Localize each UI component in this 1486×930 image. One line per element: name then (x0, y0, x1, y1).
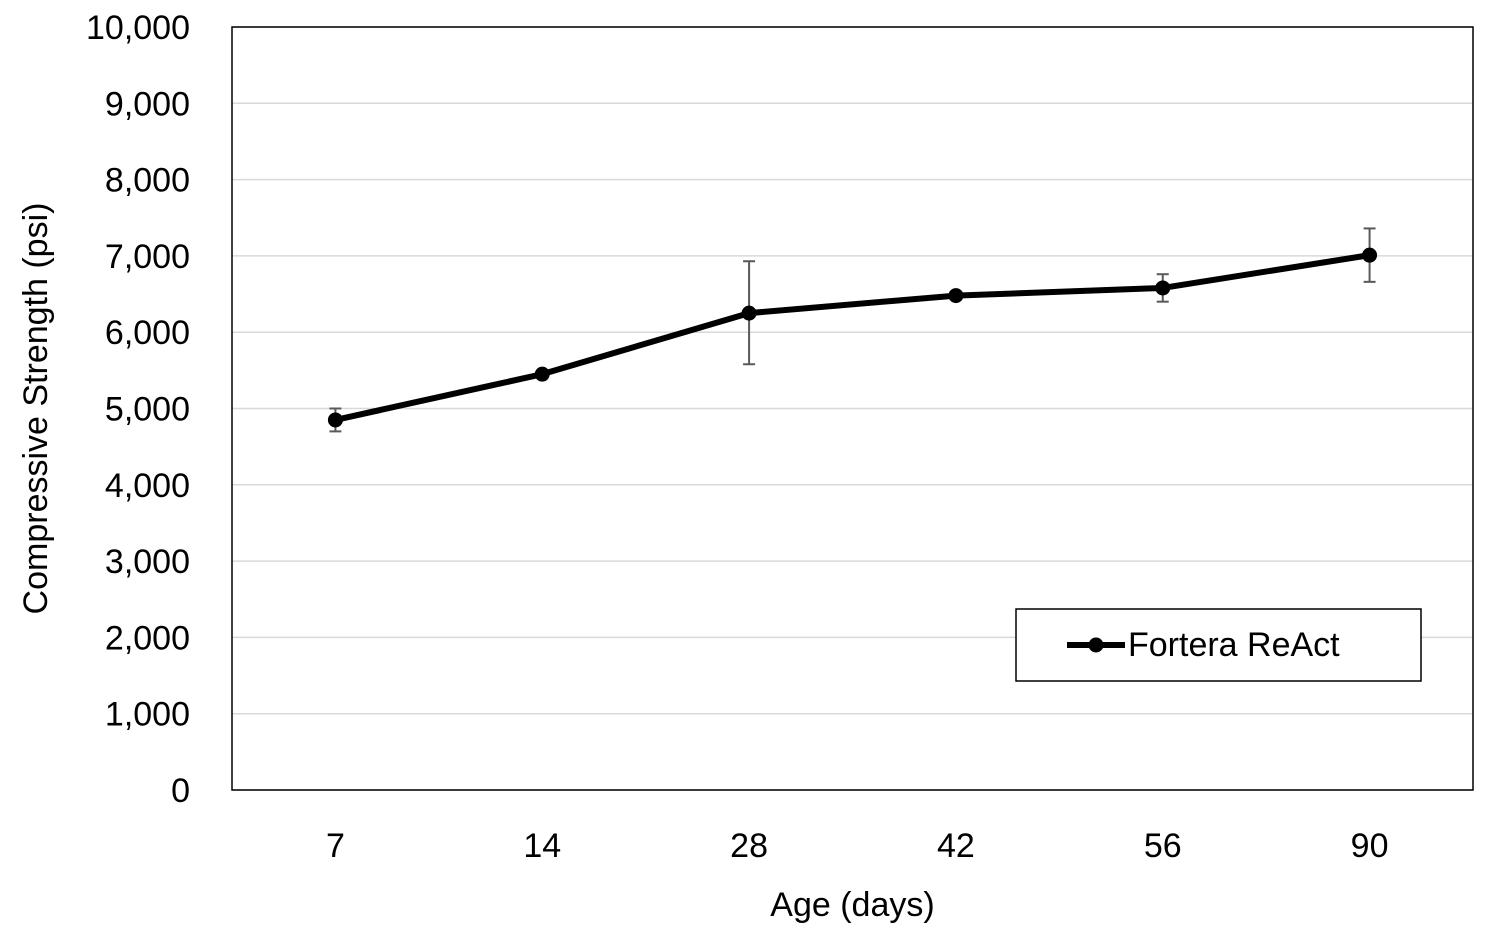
plot-area-frame (231, 26, 1474, 791)
y-tick-label: 4,000 (105, 467, 190, 505)
y-tick-label: 5,000 (105, 391, 190, 429)
y-tick-label: 10,000 (86, 9, 190, 47)
x-tick-label: 7 (326, 827, 345, 865)
legend: Fortera ReAct (1015, 608, 1422, 682)
data-point (948, 288, 964, 304)
data-point (327, 412, 343, 428)
y-tick-label: 0 (171, 772, 190, 810)
y-tick-label: 9,000 (105, 85, 190, 123)
data-point (1155, 280, 1171, 296)
legend-marker (1088, 637, 1104, 653)
legend-label: Fortera ReAct (1128, 626, 1340, 664)
data-point (1362, 247, 1378, 263)
x-axis-ticks: 7 14 28 42 56 90 (326, 827, 1389, 865)
x-axis-title: Age (days) (770, 886, 934, 924)
data-point (741, 305, 757, 321)
y-axis-title: Compressive Strength (psi) (17, 203, 55, 615)
x-tick-label: 56 (1144, 827, 1182, 865)
x-tick-label: 90 (1351, 827, 1389, 865)
x-tick-label: 14 (523, 827, 561, 865)
y-tick-label: 1,000 (105, 696, 190, 734)
error-bars (329, 227, 1376, 433)
data-points (327, 247, 1378, 428)
data-point (534, 366, 550, 382)
y-tick-label: 8,000 (105, 162, 190, 200)
y-tick-label: 2,000 (105, 619, 190, 657)
y-axis-ticks: 0 1,000 2,000 3,000 4,000 5,000 6,000 7,000 8,00… (86, 9, 190, 810)
y-tick-label: 7,000 (105, 238, 190, 276)
y-tick-label: 6,000 (105, 314, 190, 352)
series-line-fortera-react (334, 252, 1371, 423)
y-tick-label: 3,000 (105, 543, 190, 581)
x-tick-label: 42 (937, 827, 975, 865)
x-tick-label: 28 (730, 827, 768, 865)
